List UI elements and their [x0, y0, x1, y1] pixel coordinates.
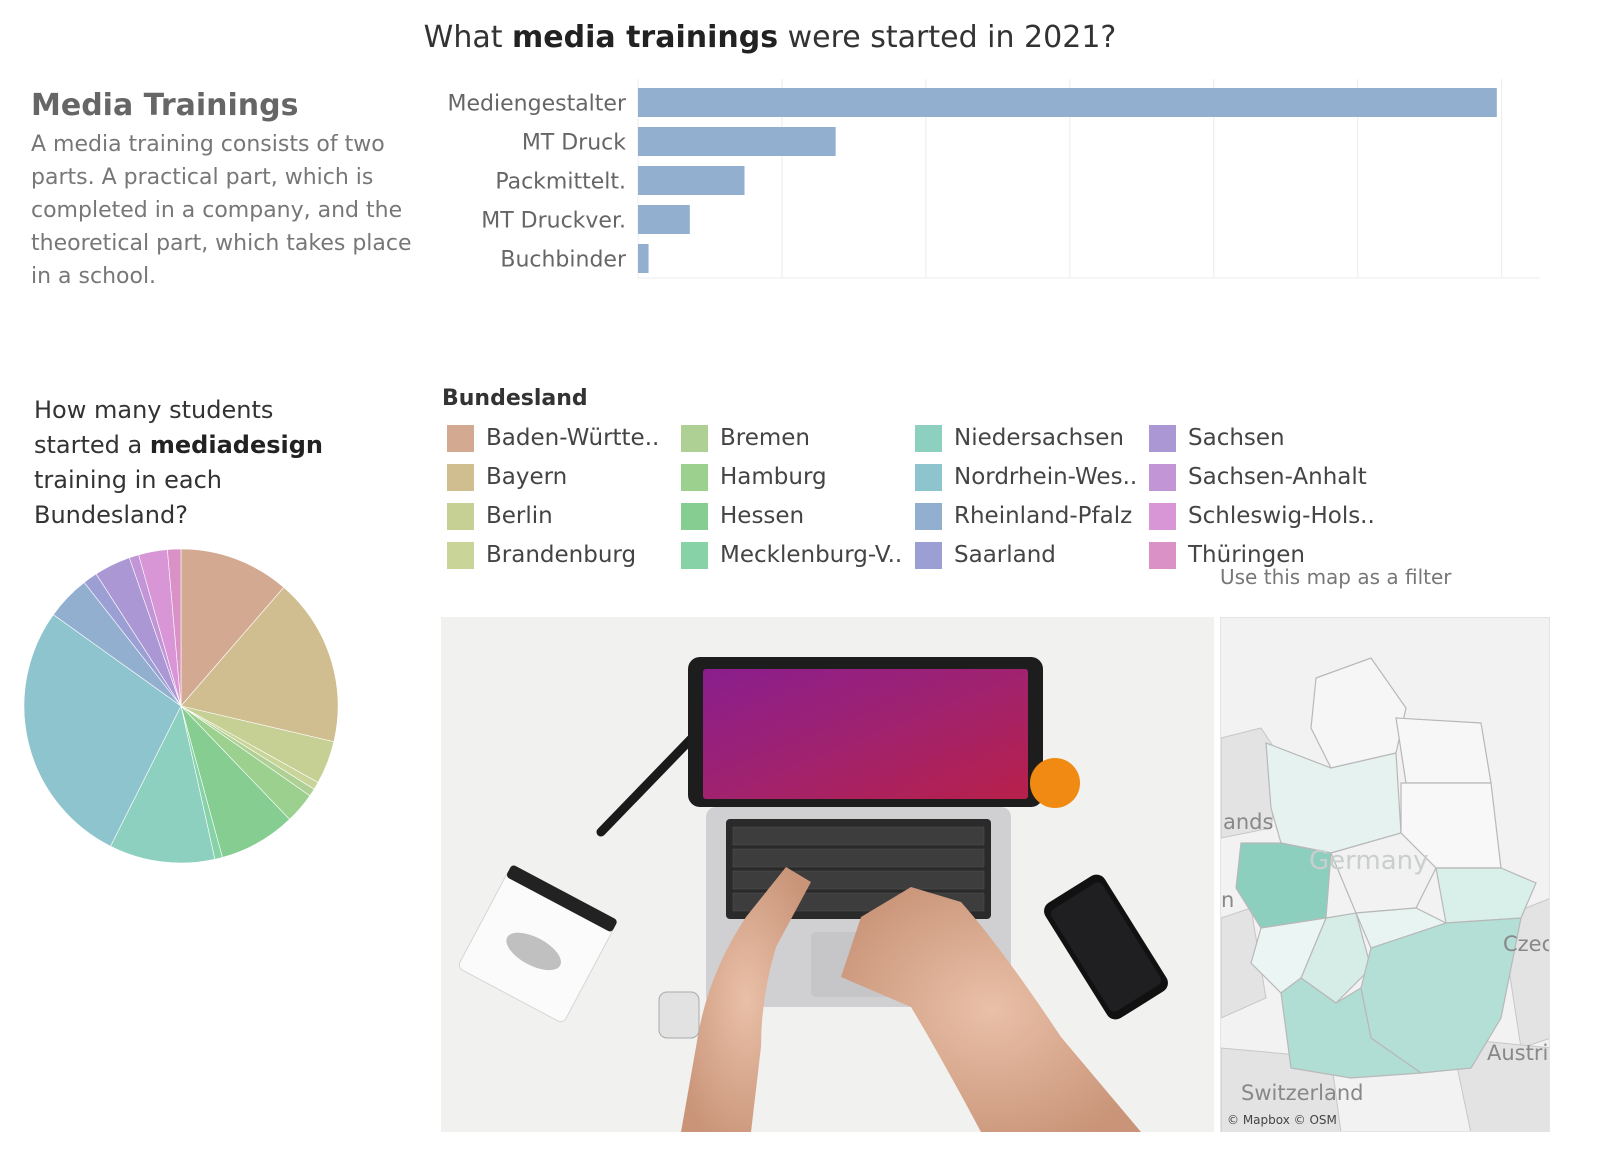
pen-illustration — [596, 734, 696, 837]
bar-chart[interactable]: Mediengestalter MT Druck Packmittelt. MT Dr… — [430, 75, 1550, 290]
legend-label: Bremen — [720, 425, 811, 451]
legend-swatch — [915, 463, 942, 491]
legend-item-baden-w-rtte-[interactable]: Baden-Württe.. — [447, 423, 659, 453]
legend-label: Rheinland-Pfalz — [954, 503, 1133, 529]
map-label-germany: Germany — [1309, 846, 1429, 876]
legend-item-sachsen-anhalt[interactable]: Sachsen-Anhalt — [1149, 462, 1367, 492]
map-label-netherlands: ands — [1223, 810, 1274, 834]
map-shapes — [1221, 618, 1549, 1131]
legend-label: Hessen — [720, 503, 805, 529]
map-label-czech: Czec — [1503, 932, 1550, 956]
left-hand-illustration — [681, 867, 811, 1132]
legend-swatch — [1149, 502, 1176, 530]
legend-swatch — [1149, 424, 1176, 452]
phone-illustration — [1044, 874, 1168, 1020]
legend-item-bayern[interactable]: Bayern — [447, 462, 567, 492]
legend-label: Bayern — [486, 464, 568, 490]
legend-label: Mecklenburg-V.. — [720, 542, 903, 568]
watch-illustration — [658, 991, 700, 1039]
pie-slice-niedersachsen[interactable] — [110, 705, 216, 864]
legend-item-brandenburg[interactable]: Brandenburg — [447, 540, 636, 570]
map-region-baden-wuerttemberg — [1280, 977, 1423, 1079]
legend-swatch — [447, 541, 474, 569]
legend-label: Saarland — [954, 542, 1056, 568]
pie-question: How many students started a mediadesign … — [34, 396, 323, 529]
legend-swatch — [447, 502, 474, 530]
legend-item-schleswig-hols-[interactable]: Schleswig-Hols.. — [1149, 501, 1375, 531]
legend-item-sachsen[interactable]: Sachsen — [1149, 423, 1285, 453]
legend-label: Thüringen — [1188, 542, 1305, 568]
legend-label: Brandenburg — [486, 542, 637, 568]
pie-slice-baden-w-rttemberg[interactable] — [180, 548, 285, 707]
intro-text: A media training consists of two parts. … — [31, 132, 412, 289]
bar-label: Mediengestalter — [448, 92, 627, 117]
map-label-n: n — [1221, 888, 1235, 912]
orange-illustration — [1030, 758, 1080, 808]
notebook-illustration — [458, 865, 617, 1023]
legend-label: Schleswig-Hols.. — [1188, 503, 1375, 529]
legend-swatch — [1149, 463, 1176, 491]
legend-item-bremen[interactable]: Bremen — [681, 423, 810, 453]
legend-label: Nordrhein-Wes.. — [954, 464, 1138, 490]
germany-map[interactable]: ands n Germany Czec Austri Switzerland ©… — [1220, 617, 1550, 1132]
legend-item-hessen[interactable]: Hessen — [681, 501, 804, 531]
legend-swatch — [681, 424, 708, 452]
bar-packmittelt-[interactable] — [638, 166, 745, 195]
bar-mt-druck[interactable] — [638, 127, 836, 156]
bar-label: Packmittelt. — [495, 170, 626, 195]
pie-slice-bayern[interactable] — [180, 586, 339, 743]
laptop-photo — [441, 617, 1214, 1132]
legend-swatch — [1149, 541, 1176, 569]
map-region-sachsen-anhalt — [1330, 832, 1437, 914]
map-region-sachsen — [1435, 867, 1537, 924]
legend-swatch — [681, 463, 708, 491]
bar-label: MT Druck — [522, 131, 626, 156]
bar-mt-druckver-[interactable] — [638, 205, 690, 234]
legend-swatch — [681, 541, 708, 569]
bar-label: Buchbinder — [500, 248, 627, 273]
legend-swatch — [447, 463, 474, 491]
legend-item-hamburg[interactable]: Hamburg — [681, 462, 827, 492]
pie-slice-th-ringen[interactable] — [167, 548, 182, 707]
legend-label: Sachsen-Anhalt — [1188, 464, 1367, 490]
legend-swatch — [915, 424, 942, 452]
legend-label: Sachsen — [1188, 425, 1285, 451]
intro-title: Media Trainings — [31, 88, 299, 123]
legend-item-nordrhein-wes-[interactable]: Nordrhein-Wes.. — [915, 462, 1137, 492]
legend-label: Baden-Württe.. — [486, 425, 660, 451]
legend-label: Berlin — [486, 503, 553, 529]
bar-mediengestalter[interactable] — [638, 88, 1497, 117]
pie-chart[interactable] — [20, 545, 350, 875]
legend-swatch — [681, 502, 708, 530]
map-label-switzerland: Switzerland — [1241, 1081, 1364, 1105]
map-region-mecklenburg — [1395, 717, 1492, 784]
legend-item-th-ringen[interactable]: Thüringen — [1149, 540, 1305, 570]
laptop-illustration — [441, 617, 1214, 1132]
legend-item-niedersachsen[interactable]: Niedersachsen — [915, 423, 1124, 453]
page-title: What media trainings were started in 202… — [423, 20, 1117, 55]
legend-swatch — [915, 502, 942, 530]
pie-slice-nordrhein-westfalen[interactable] — [23, 614, 182, 847]
map-caption: Use this map as a filter — [1220, 565, 1452, 589]
legend-swatch — [447, 424, 474, 452]
legend-item-rheinland-pfalz[interactable]: Rheinland-Pfalz — [915, 501, 1132, 531]
right-hand-illustration — [841, 887, 1141, 1132]
legend-label: Hamburg — [720, 464, 827, 490]
legend-item-berlin[interactable]: Berlin — [447, 501, 553, 531]
legend-swatch — [915, 541, 942, 569]
legend-title: Bundesland — [442, 386, 588, 411]
bar-buchbinder[interactable] — [638, 244, 649, 273]
legend-item-mecklenburg-v-[interactable]: Mecklenburg-V.. — [681, 540, 902, 570]
legend-item-saarland[interactable]: Saarland — [915, 540, 1056, 570]
legend-label: Niedersachsen — [954, 425, 1124, 451]
bar-label: MT Druckver. — [481, 209, 626, 234]
map-attribution: © Mapbox © OSM — [1227, 1113, 1337, 1127]
map-label-austria: Austri — [1487, 1041, 1549, 1065]
